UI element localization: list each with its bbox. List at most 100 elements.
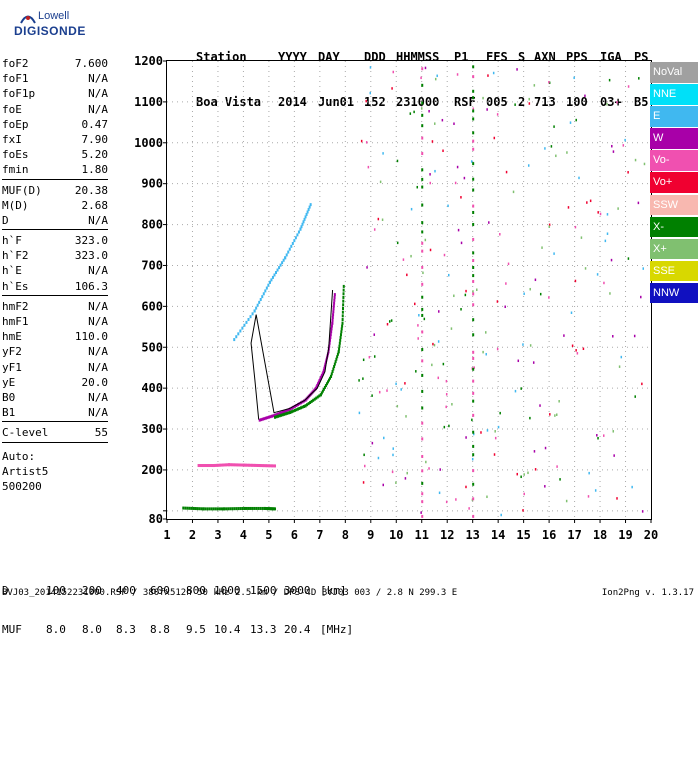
noise-point <box>608 78 611 82</box>
noise-point <box>496 113 499 116</box>
noise-point <box>362 377 364 380</box>
noise-point <box>471 418 473 422</box>
trace-point <box>237 332 240 336</box>
parameter-value: 2.68 <box>81 198 109 212</box>
noise-point <box>472 274 475 278</box>
parameter-value: N/A <box>88 87 108 101</box>
trace-point <box>341 318 344 322</box>
noise-point <box>465 436 467 439</box>
trace-point <box>340 327 343 331</box>
trace-point <box>186 506 189 510</box>
noise-point <box>558 400 560 403</box>
noise-point <box>421 359 424 363</box>
legend-item-w: W <box>650 128 698 149</box>
noise-point <box>528 97 530 101</box>
noise-point <box>379 180 382 184</box>
noise-point <box>496 300 499 303</box>
trace-point <box>257 463 260 467</box>
parameter-row: hmF2 N/A <box>2 299 108 314</box>
chart-axes: 1 2 3 4 5 6 7 8 9 10 11 12 13 14 15 16 17 18 19 20802003004… <box>134 54 658 542</box>
x-tick-label: 12 <box>440 528 454 542</box>
noise-point <box>445 405 447 409</box>
trace-point <box>264 289 267 293</box>
trace-point <box>342 295 345 299</box>
trace-point <box>320 374 323 378</box>
noise-point <box>472 107 475 111</box>
trace-point <box>342 284 345 288</box>
noise-point <box>500 513 502 517</box>
noise-point <box>428 467 430 470</box>
noise-point <box>480 431 482 434</box>
trace-point <box>303 217 306 221</box>
noise-point <box>421 241 424 245</box>
noise-point <box>609 292 611 295</box>
header-value: 100 <box>566 95 588 109</box>
noise-point <box>554 414 556 417</box>
parameter-name: foF2 <box>2 57 29 70</box>
trace-point <box>333 295 336 299</box>
noise-point <box>606 213 609 216</box>
noise-point <box>421 313 424 317</box>
noise-point <box>486 108 488 111</box>
noise-point <box>532 361 535 364</box>
noise-point <box>565 499 568 503</box>
noise-point <box>522 509 524 512</box>
noise-point <box>421 295 424 299</box>
parameter-value: 7.90 <box>81 132 109 146</box>
trace-point <box>320 375 323 379</box>
trace-point <box>329 333 332 337</box>
parameter-name: foF1 <box>2 72 29 86</box>
parameter-value: N/A <box>88 315 108 328</box>
distance-value: 800 <box>186 584 206 597</box>
parameter-group-divider <box>2 421 108 423</box>
trace-point <box>267 415 270 419</box>
trace-point <box>299 406 302 410</box>
noise-point <box>606 232 609 235</box>
trace-point <box>238 463 241 467</box>
trace-point <box>330 374 333 378</box>
noise-point <box>472 265 475 269</box>
trace-point <box>306 210 309 214</box>
noise-point <box>559 478 561 481</box>
trace-point <box>289 407 292 411</box>
trace-point <box>223 507 226 511</box>
noise-point <box>406 471 408 475</box>
trace-point <box>293 408 296 412</box>
trace-point <box>296 403 299 407</box>
trace-point <box>340 330 343 334</box>
noise-point <box>618 365 621 368</box>
noise-point <box>421 514 424 518</box>
noise-point <box>421 437 424 441</box>
noise-point <box>638 77 640 80</box>
trace-point <box>267 464 270 468</box>
trace-point <box>240 463 243 467</box>
trace-point <box>284 256 287 260</box>
noise-point <box>617 207 619 210</box>
trace-point <box>271 507 274 511</box>
noise-point <box>413 110 415 114</box>
noise-point <box>620 355 623 359</box>
trace-point <box>228 463 231 467</box>
trace-point <box>332 367 335 371</box>
noise-point <box>586 201 588 204</box>
trace-point <box>332 304 335 308</box>
trace-point <box>338 341 341 345</box>
trace-point <box>269 415 272 419</box>
trace-point <box>197 464 200 468</box>
trace-point <box>305 212 308 216</box>
header-value: 713 <box>534 95 556 109</box>
noise-point <box>404 477 407 480</box>
noise-point <box>587 495 590 498</box>
noise-point <box>437 340 440 343</box>
noise-point <box>482 96 484 100</box>
trace-point <box>284 409 287 413</box>
parameter-group-divider <box>2 178 108 180</box>
noise-point <box>472 162 475 166</box>
noise-point <box>366 266 368 269</box>
trace-point <box>307 208 310 212</box>
noise-point <box>429 181 432 185</box>
trace-point <box>304 404 307 408</box>
trace-point <box>258 300 261 304</box>
parameter-name: yF2 <box>2 345 22 359</box>
noise-point <box>522 343 524 346</box>
